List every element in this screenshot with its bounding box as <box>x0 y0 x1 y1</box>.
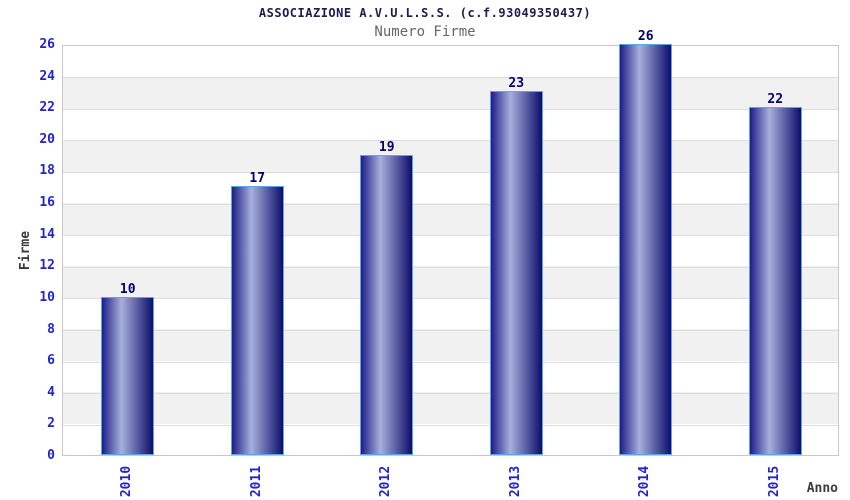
gridline <box>63 298 838 300</box>
y-tick-label: 16 <box>39 195 55 211</box>
y-axis-title-label: Firme <box>18 230 34 271</box>
plot-band <box>63 203 838 235</box>
plot-band <box>63 234 838 267</box>
gridline <box>63 77 838 79</box>
gridline <box>63 393 838 395</box>
y-tick-label: 6 <box>47 353 55 369</box>
chart-title: ASSOCIAZIONE A.V.U.L.S.S. (c.f.930493504… <box>258 6 592 20</box>
bar-2010 <box>101 297 154 455</box>
plot-band <box>63 329 838 361</box>
plot-band <box>63 360 838 393</box>
bar-2012 <box>360 155 413 455</box>
gridline <box>63 171 838 173</box>
y-tick-label: 10 <box>39 289 55 305</box>
bar-2014 <box>619 44 672 455</box>
plot-band <box>63 77 838 109</box>
y-tick-label: 18 <box>39 163 55 179</box>
gridline <box>63 361 838 363</box>
y-tick-label: 8 <box>47 321 55 337</box>
plot-band <box>63 297 838 330</box>
y-tick-label: 4 <box>47 384 55 400</box>
gridline <box>63 266 838 268</box>
y-tick-label: 14 <box>39 226 55 242</box>
y-tick-label: 26 <box>39 37 55 52</box>
plot-area: 101719232622 <box>62 29 839 456</box>
y-tick-label: 20 <box>39 131 55 147</box>
y-tick-label: 22 <box>39 100 55 116</box>
plot-band <box>63 171 838 204</box>
plot-band <box>63 108 838 141</box>
y-tick-label: 0 <box>47 448 55 463</box>
gridline <box>63 140 838 142</box>
bar-2011 <box>231 186 284 455</box>
y-tick-label: 24 <box>39 68 55 84</box>
plot-band <box>63 266 838 298</box>
plot-band <box>63 140 838 172</box>
y-tick-label: 12 <box>39 258 55 274</box>
chart-subtitle: Numero Firme <box>374 24 476 40</box>
gridline <box>63 330 838 332</box>
gridline <box>63 235 838 237</box>
gridline <box>63 424 838 426</box>
gridline <box>63 203 838 205</box>
bar-2015 <box>749 107 802 455</box>
y-tick-label: 2 <box>47 416 55 432</box>
plot-band <box>63 46 838 78</box>
x-axis-title: Anno <box>806 481 838 496</box>
gridline <box>63 108 838 110</box>
bar-2013 <box>490 91 543 455</box>
plot-band <box>63 392 838 424</box>
plot-band <box>63 423 838 455</box>
